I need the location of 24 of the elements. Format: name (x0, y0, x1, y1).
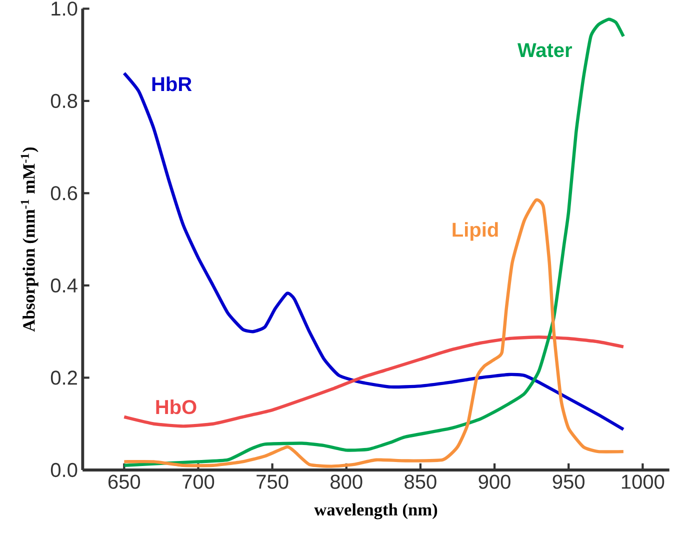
x-tick-label: 1000 (622, 474, 664, 489)
line-series (122, 198, 626, 468)
y-tick-label: 0.2 (50, 370, 77, 385)
x-tick-label: 750 (256, 474, 288, 489)
series-label: HbO (156, 399, 196, 414)
x-tick-label: 650 (108, 474, 140, 489)
x-tick-label: 900 (478, 474, 510, 489)
y-tick-label: 0.8 (50, 94, 78, 108)
x-tick-label: 800 (330, 474, 362, 489)
series-label: Water (518, 43, 572, 58)
x-tick-label: 950 (552, 474, 584, 489)
x-tick-label: 850 (404, 474, 436, 489)
y-tick-label: 0.6 (50, 186, 78, 200)
x-tick-label: 700 (182, 474, 214, 489)
series-label: Lipid (452, 222, 498, 241)
x-axis-title: wavelength (nm) (314, 503, 438, 520)
y-axis-title: Absorption (mm$^{-1}$ mM$^{-1}$) (20, 147, 38, 332)
y-tick-label: 0.4 (50, 278, 78, 293)
line-series (122, 72, 626, 431)
y-tick-label: 0.0 (50, 462, 78, 478)
series-label: HbR (152, 76, 192, 92)
line-series (122, 336, 626, 428)
line-series (122, 18, 626, 467)
y-tick-label: 1.0 (52, 2, 78, 16)
